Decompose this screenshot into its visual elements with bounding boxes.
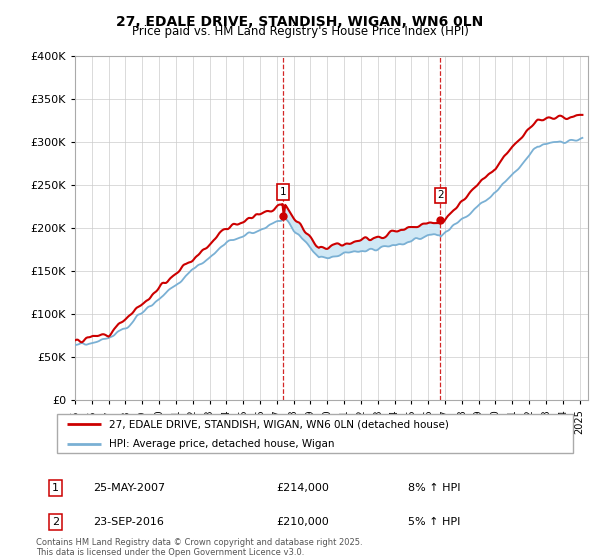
Text: 1: 1: [280, 187, 287, 197]
Text: 1: 1: [52, 483, 59, 493]
Text: 2: 2: [437, 190, 444, 200]
FancyBboxPatch shape: [56, 414, 574, 453]
Text: 25-MAY-2007: 25-MAY-2007: [93, 483, 165, 493]
Text: 2: 2: [52, 517, 59, 527]
Text: 8% ↑ HPI: 8% ↑ HPI: [408, 483, 461, 493]
Text: Contains HM Land Registry data © Crown copyright and database right 2025.
This d: Contains HM Land Registry data © Crown c…: [36, 538, 362, 557]
Text: 23-SEP-2016: 23-SEP-2016: [93, 517, 164, 527]
Text: £214,000: £214,000: [276, 483, 329, 493]
Text: HPI: Average price, detached house, Wigan: HPI: Average price, detached house, Wiga…: [109, 439, 334, 449]
Text: 27, EDALE DRIVE, STANDISH, WIGAN, WN6 0LN (detached house): 27, EDALE DRIVE, STANDISH, WIGAN, WN6 0L…: [109, 419, 449, 429]
Text: 5% ↑ HPI: 5% ↑ HPI: [408, 517, 460, 527]
Text: Price paid vs. HM Land Registry's House Price Index (HPI): Price paid vs. HM Land Registry's House …: [131, 25, 469, 38]
Text: £210,000: £210,000: [276, 517, 329, 527]
Text: 27, EDALE DRIVE, STANDISH, WIGAN, WN6 0LN: 27, EDALE DRIVE, STANDISH, WIGAN, WN6 0L…: [116, 15, 484, 29]
